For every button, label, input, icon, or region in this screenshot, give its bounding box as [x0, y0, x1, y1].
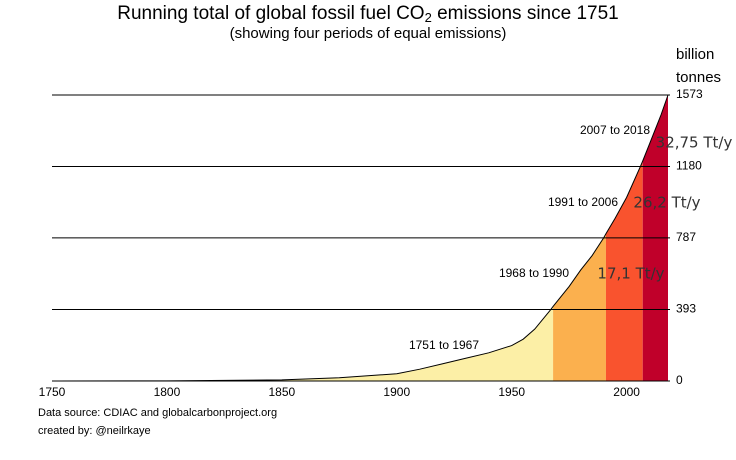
rate-label: 32,75 Tt/y	[656, 134, 733, 152]
x-tick-label: 1900	[383, 385, 410, 399]
rate-label: 26,2 Tt/y	[633, 194, 700, 212]
y-tick-label: 1573	[676, 87, 703, 101]
y-tick-label: 0	[676, 373, 683, 387]
x-tick-label: 1850	[268, 385, 295, 399]
x-tick-label: 2000	[613, 385, 640, 399]
title-part: Running total of global fossil fuel CO	[117, 3, 424, 24]
chart-subtitle: (showing four periods of equal emissions…	[230, 25, 507, 42]
period-label: 1751 to 1967	[409, 338, 479, 352]
period-label: 1968 to 1990	[499, 266, 569, 280]
period-area	[553, 233, 606, 381]
title-part: emissions since 1751	[432, 3, 619, 24]
rate-label: 17,1 Tt/y	[597, 265, 664, 283]
cumulative-line	[54, 94, 669, 382]
y-axis-label: billion	[676, 46, 714, 63]
x-tick-label: 1750	[39, 385, 66, 399]
source-note: Data source: CDIAC and globalcarbonproje…	[38, 407, 277, 419]
period-area	[605, 161, 643, 381]
period-area	[54, 306, 554, 381]
y-tick-label: 393	[676, 302, 696, 316]
y-tick-label: 787	[676, 230, 696, 244]
period-label: 1991 to 2006	[548, 195, 618, 209]
title-subscript: 2	[425, 10, 432, 25]
y-tick-label: 1180	[676, 159, 702, 173]
x-tick-label: 1950	[498, 385, 525, 399]
credit-note: created by: @neilrkaye	[38, 425, 151, 437]
period-label: 2007 to 2018	[580, 123, 650, 137]
chart-title: Running total of global fossil fuel CO2 …	[117, 3, 619, 25]
y-axis-label: tonnes	[676, 69, 721, 86]
x-tick-label: 1800	[154, 385, 181, 399]
